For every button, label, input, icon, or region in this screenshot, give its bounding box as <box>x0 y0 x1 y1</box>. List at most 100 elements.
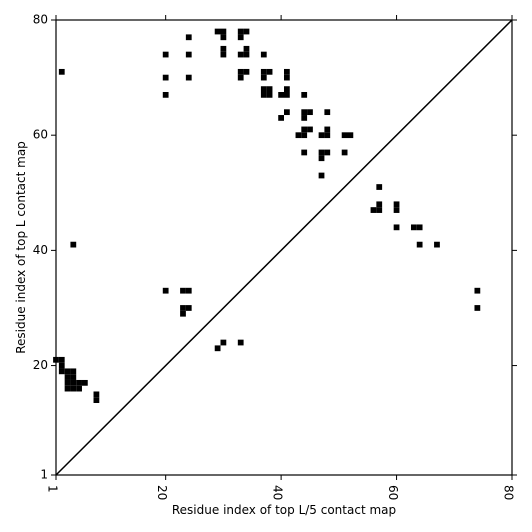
contact-cell <box>318 172 325 179</box>
axis-ticks: 1 20 40 60 80 1 20 40 60 80 <box>33 13 517 500</box>
contact-cell <box>284 86 290 92</box>
contact-cell <box>58 362 65 369</box>
contact-cell <box>376 184 383 190</box>
contact-cell <box>237 51 244 58</box>
contact-cell <box>64 379 71 386</box>
contact-cell <box>243 68 250 75</box>
contact-cell <box>416 224 423 231</box>
contact-cell <box>64 385 71 392</box>
y-tick-label: 80 <box>33 13 48 27</box>
contact-cell <box>318 155 325 162</box>
contact-cell <box>185 74 192 81</box>
contact-cell <box>434 241 440 248</box>
contact-cell <box>266 91 273 98</box>
contact-cell <box>243 51 250 58</box>
contact-cell <box>416 241 423 248</box>
contact-cell <box>64 368 71 375</box>
x-tick-label: 20 <box>155 485 169 500</box>
contact-cell <box>284 74 290 81</box>
contact-cell <box>76 379 82 386</box>
contact-cell <box>260 91 267 98</box>
y-tick-label: 1 <box>40 468 48 482</box>
contact-cell <box>180 305 186 311</box>
contact-cell <box>376 207 383 213</box>
contact-cell <box>393 207 400 213</box>
contact-cell <box>220 339 227 346</box>
contact-cell <box>410 224 417 231</box>
contact-cell <box>307 126 313 133</box>
contact-cell <box>260 68 267 75</box>
diagonal-line <box>55 19 513 476</box>
contact-cell <box>214 345 221 352</box>
contact-cell <box>220 34 227 41</box>
contact-cell <box>318 132 325 139</box>
contact-cell <box>162 51 169 58</box>
contact-cell <box>81 379 88 386</box>
x-tick-label: 1 <box>46 485 60 493</box>
contact-cell <box>162 287 169 294</box>
contact-cell <box>237 34 244 41</box>
contact-cell <box>64 374 71 380</box>
contact-cell <box>243 28 250 35</box>
contact-cell <box>70 385 77 392</box>
contact-cell <box>324 132 331 139</box>
contact-cell <box>318 149 325 156</box>
contact-cell <box>307 109 313 116</box>
contact-cell <box>58 68 65 75</box>
x-tick-label: 60 <box>386 485 400 500</box>
contact-cell <box>266 86 273 92</box>
contact-cell <box>237 68 244 75</box>
contact-cell <box>393 201 400 208</box>
contact-cell <box>237 74 244 81</box>
contact-cell <box>185 51 192 58</box>
contact-cells <box>53 28 481 404</box>
contact-cell <box>284 68 290 75</box>
contact-cell <box>347 132 354 139</box>
contact-cell <box>185 287 192 294</box>
contact-cell <box>76 385 82 392</box>
contact-cell <box>341 132 348 139</box>
contact-cell <box>180 287 186 294</box>
contact-cell <box>284 91 290 98</box>
y-tick-label: 20 <box>33 358 48 372</box>
contact-cell <box>58 356 65 363</box>
contact-cell <box>237 339 244 346</box>
contact-cell <box>162 74 169 81</box>
contact-cell <box>266 68 273 75</box>
contact-cell <box>70 374 77 380</box>
contact-cell <box>324 109 331 116</box>
plot-frame <box>55 19 513 476</box>
contact-cell <box>324 126 331 133</box>
contact-cell <box>180 310 186 317</box>
contact-cell <box>393 224 400 231</box>
x-tick-label: 40 <box>271 485 285 500</box>
contact-cell <box>295 132 302 139</box>
contact-cell <box>260 51 267 58</box>
x-tick-label: 80 <box>502 485 516 500</box>
contact-cell <box>278 115 284 121</box>
contact-cell <box>341 149 348 156</box>
contact-cell <box>220 28 227 35</box>
contact-cell <box>58 368 65 375</box>
contact-cell <box>284 109 290 116</box>
contact-cell <box>93 391 100 398</box>
y-tick-label: 60 <box>33 128 48 142</box>
contact-cell <box>70 379 77 386</box>
contact-cell <box>220 45 227 52</box>
contact-cell <box>70 241 77 248</box>
contact-cell <box>260 86 267 92</box>
contact-cell <box>301 149 308 156</box>
contact-cell <box>278 91 284 98</box>
x-axis-label: Residue index of top L/5 contact map <box>172 503 396 517</box>
contact-cell <box>301 115 308 121</box>
contact-cell <box>260 74 267 81</box>
contact-cell <box>370 207 377 213</box>
contact-cell <box>474 305 481 311</box>
contact-cell <box>243 45 250 52</box>
contact-cell <box>324 149 331 156</box>
y-axis-label: Residue index of top L contact map <box>14 141 28 354</box>
y-tick-label: 40 <box>33 243 48 257</box>
contact-cell <box>214 28 221 35</box>
contact-cell <box>220 51 227 58</box>
